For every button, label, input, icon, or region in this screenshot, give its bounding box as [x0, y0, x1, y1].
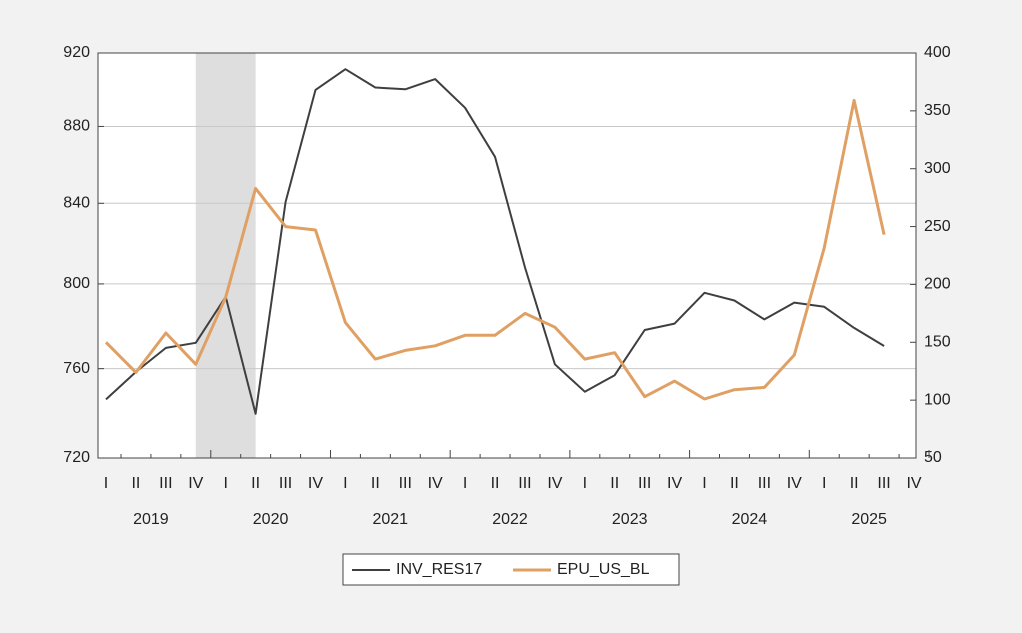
year-label: 2022 — [492, 511, 528, 528]
x-tick-label: III — [279, 475, 292, 492]
y2-tick-label: 300 — [924, 160, 951, 177]
x-tick-label: II — [610, 475, 619, 492]
legend-label: EPU_US_BL — [557, 561, 650, 578]
x-tick-label: IV — [547, 475, 562, 492]
y2-tick-label: 50 — [924, 449, 942, 466]
x-tick-label: I — [583, 475, 587, 492]
year-label: 2019 — [133, 511, 169, 528]
y-tick-label: 840 — [63, 195, 90, 212]
y2-tick-label: 100 — [924, 391, 951, 408]
series-line — [105, 68, 885, 415]
x-tick-label: III — [399, 475, 412, 492]
series-line — [104, 98, 886, 401]
x-tick-label: III — [638, 475, 651, 492]
x-tick-label: I — [702, 475, 706, 492]
y2-tick-label: 200 — [924, 276, 951, 293]
x-tick-label: IV — [906, 475, 921, 492]
x-tick-label: I — [104, 475, 108, 492]
x-tick-label: III — [877, 475, 890, 492]
y2-tick-label: 250 — [924, 218, 951, 235]
x-tick-label: II — [730, 475, 739, 492]
legend-label: INV_RES17 — [396, 561, 482, 578]
y2-tick-label: 150 — [924, 334, 951, 351]
x-tick-label: IV — [428, 475, 443, 492]
x-tick-label: III — [159, 475, 172, 492]
x-tick-label: II — [371, 475, 380, 492]
y-tick-label: 720 — [63, 449, 90, 466]
y-tick-label: 920 — [63, 44, 90, 61]
plot-border — [97, 52, 917, 459]
line-layer — [104, 68, 886, 415]
x-tick-label: I — [463, 475, 467, 492]
x-tick-label: II — [850, 475, 859, 492]
y2-tick-label: 350 — [924, 102, 951, 119]
x-tick-label: II — [251, 475, 260, 492]
y-tick-label: 880 — [63, 118, 90, 135]
x-tick-label: IV — [667, 475, 682, 492]
x-tick-label: IV — [308, 475, 323, 492]
year-label: 2023 — [612, 511, 648, 528]
year-label: 2024 — [732, 511, 768, 528]
year-label: 2020 — [253, 511, 289, 528]
axis-layer: 720 760 800 840 880 920 50 100 150 200 250 300 350 40… — [63, 44, 951, 528]
legend: INV_RES17 EPU_US_BL — [352, 561, 650, 578]
year-label: 2021 — [372, 511, 408, 528]
x-tick-label: III — [518, 475, 531, 492]
y-tick-label: 760 — [63, 360, 90, 377]
shaded-period — [195, 53, 256, 458]
year-label: 2025 — [851, 511, 887, 528]
x-tick-label: IV — [188, 475, 203, 492]
y2-tick-label: 400 — [924, 44, 951, 61]
y-tick-label: 800 — [63, 275, 90, 292]
x-tick-label: II — [131, 475, 140, 492]
x-tick-label: III — [758, 475, 771, 492]
shade-layer — [195, 53, 256, 458]
x-tick-label: I — [822, 475, 826, 492]
x-tick-label: II — [491, 475, 500, 492]
legend-box — [342, 553, 680, 586]
x-tick-label: IV — [787, 475, 802, 492]
x-tick-label: I — [223, 475, 227, 492]
x-tick-label: I — [343, 475, 347, 492]
